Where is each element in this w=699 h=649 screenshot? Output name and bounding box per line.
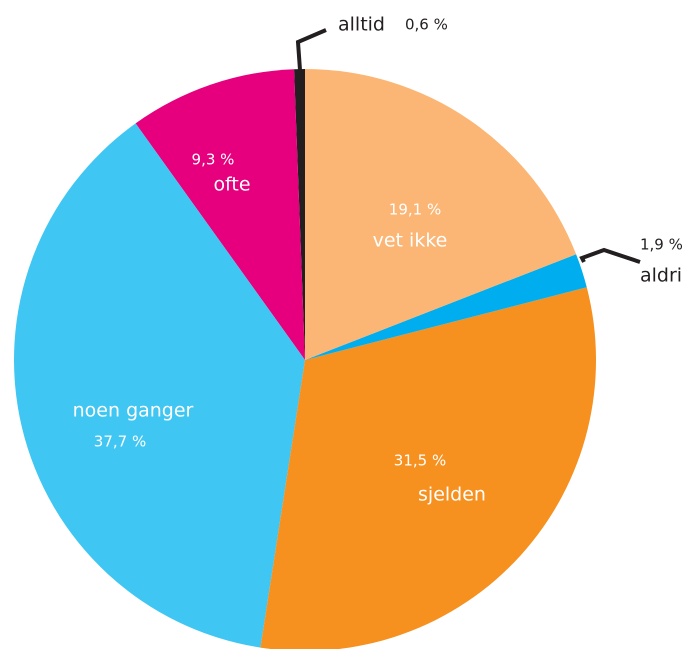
leader-line [579, 247, 641, 264]
pie-slice [305, 69, 577, 360]
pie-slice [305, 254, 587, 360]
pie-slice [14, 123, 305, 648]
pie-slice [135, 69, 305, 360]
value-label: 19,1 % [389, 201, 441, 219]
value-label: 9,3 % [192, 151, 235, 169]
leader-line [295, 28, 327, 71]
slice-label: vet ikke [373, 230, 448, 252]
value-label: 31,5 % [394, 452, 446, 470]
pie-slice [294, 69, 305, 360]
slice-label: sjelden [418, 484, 486, 506]
value-label: 37,7 % [94, 433, 146, 451]
slice-label: ofte [213, 174, 250, 196]
slice-label: alltid [338, 14, 385, 36]
value-label: 0,6 % [405, 16, 448, 34]
slice-label: aldri [640, 265, 682, 287]
pie-slice [260, 287, 596, 649]
value-label: 1,9 % [640, 236, 683, 254]
slice-label: noen ganger [73, 400, 194, 422]
